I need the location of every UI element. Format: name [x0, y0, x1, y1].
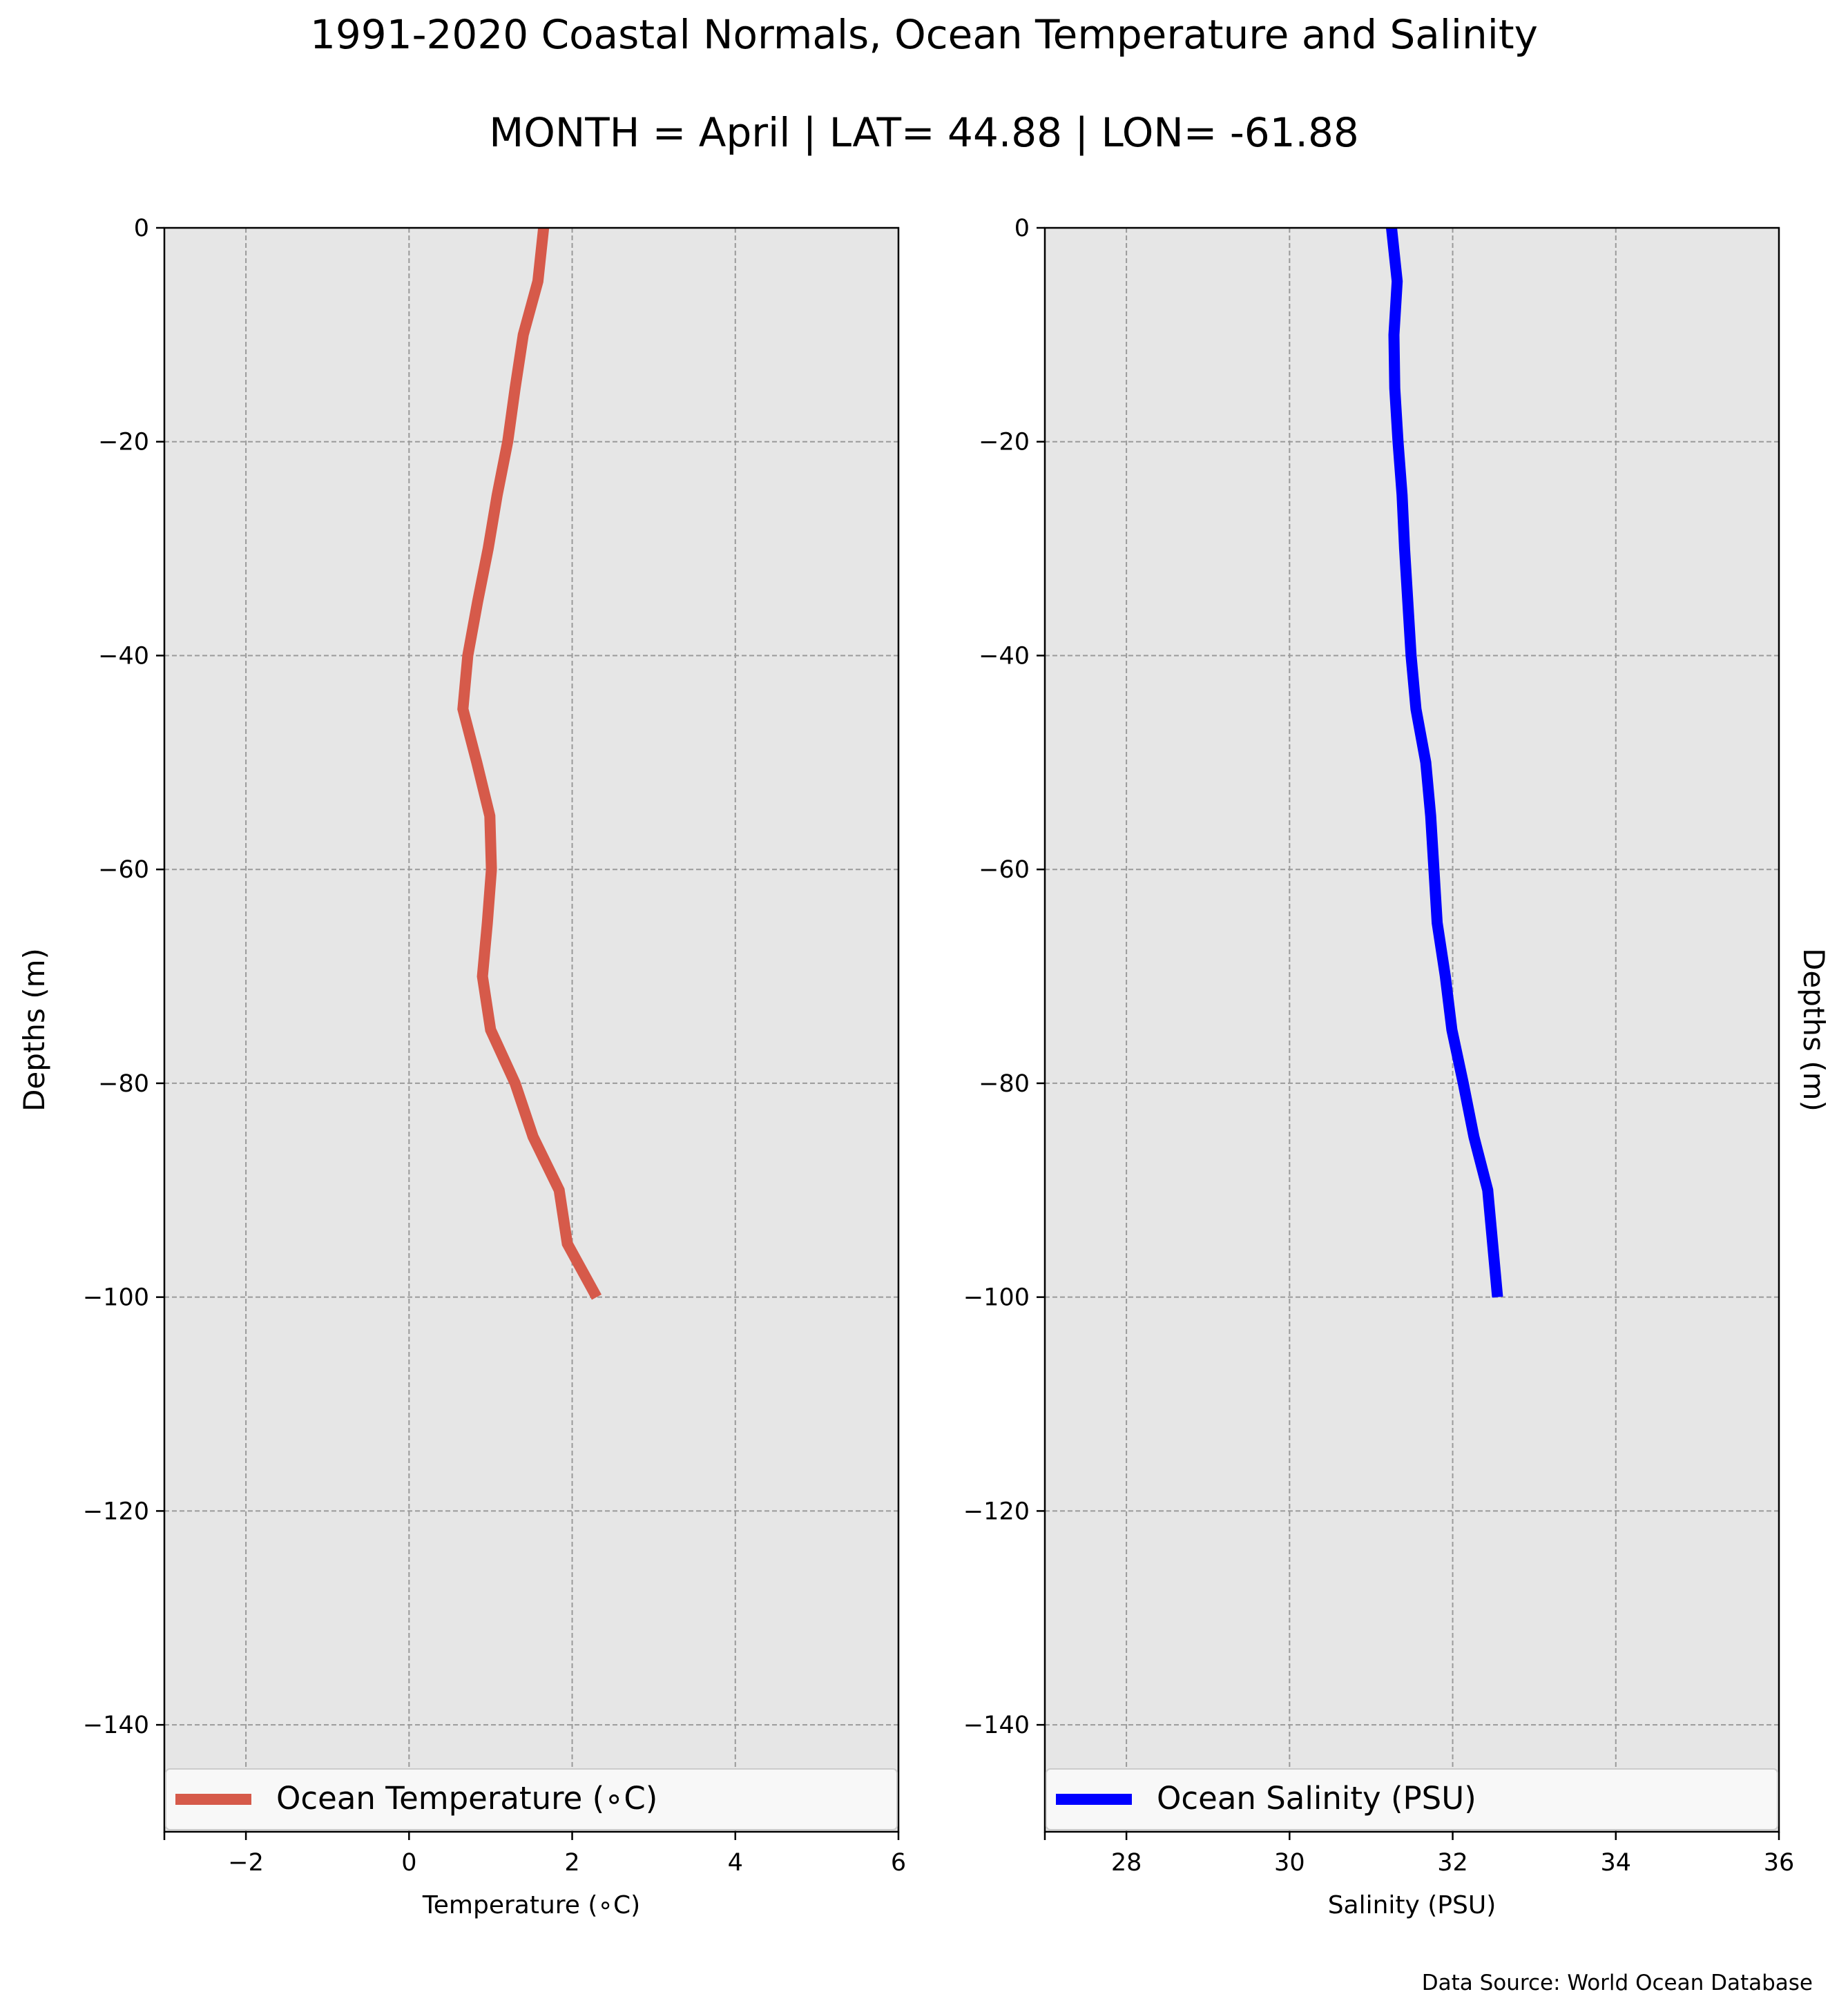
plot-background — [1045, 228, 1779, 1832]
x-tick-label: −2 — [228, 1849, 264, 1877]
x-tick-label: 36 — [1764, 1849, 1795, 1877]
y-tick-label: −120 — [83, 1498, 149, 1525]
y-axis-label: Depths (m) — [1797, 948, 1831, 1112]
y-tick-label: −40 — [979, 642, 1030, 670]
legend-box — [165, 1768, 898, 1830]
y-tick-label: −120 — [963, 1498, 1030, 1525]
chart-subtitle: MONTH = April | LAT= 44.88 | LON= -61.88 — [489, 109, 1359, 156]
y-tick-label: −80 — [98, 1070, 149, 1098]
x-tick-label: 34 — [1601, 1849, 1632, 1877]
plot-background — [164, 228, 898, 1832]
legend: Ocean Salinity (PSU) — [1046, 1768, 1778, 1830]
y-tick-label: −140 — [83, 1712, 149, 1739]
x-tick-label: 4 — [728, 1849, 743, 1877]
x-tick-label: 2 — [564, 1849, 579, 1877]
x-tick-label: 28 — [1111, 1849, 1142, 1877]
y-tick-label: −100 — [963, 1284, 1030, 1312]
legend-box — [1046, 1768, 1778, 1830]
salinity-panel: 0 −20 −40 −60 −80 −100 −120 −140 28 30 32 34 36 Salin… — [963, 215, 1831, 1919]
x-axis-label: Salinity (PSU) — [1328, 1891, 1496, 1919]
x-tick-label: 0 — [401, 1849, 416, 1877]
axes-frame — [1043, 226, 1780, 1833]
y-tick-label: −140 — [963, 1712, 1030, 1739]
y-tick-label: −20 — [98, 429, 149, 456]
y-tick-label: −40 — [98, 642, 149, 670]
legend-label: Ocean Temperature (∘C) — [276, 1780, 657, 1817]
x-tick-label: 6 — [891, 1849, 906, 1877]
y-tick-label: −100 — [83, 1284, 149, 1312]
x-tick-label: 30 — [1274, 1849, 1305, 1877]
legend-label: Ocean Salinity (PSU) — [1157, 1780, 1476, 1817]
y-tick-label: −60 — [979, 856, 1030, 884]
x-tick-label: 32 — [1437, 1849, 1468, 1877]
series-line — [457, 227, 602, 1300]
axes-frame — [163, 226, 900, 1833]
x-axis-label: Temperature (∘C) — [422, 1891, 640, 1919]
chart-title: 1991-2020 Coastal Normals, Ocean Tempera… — [310, 11, 1538, 58]
data-source-note: Data Source: World Ocean Database — [1422, 1971, 1813, 1995]
y-tick-label: 0 — [134, 215, 149, 242]
temperature-panel: 0−20−40−60−80−100−120−140−2 0 2 4 6Temperatu… — [17, 215, 906, 1919]
series-line — [1386, 227, 1503, 1298]
y-tick-label: −20 — [979, 429, 1030, 456]
y-tick-label: −60 — [98, 856, 149, 884]
y-axis-label: Depths (m) — [17, 948, 51, 1112]
y-tick-label: 0 — [1014, 215, 1030, 242]
legend: Ocean Temperature (∘C) — [165, 1768, 898, 1830]
y-tick-label: −80 — [979, 1070, 1030, 1098]
